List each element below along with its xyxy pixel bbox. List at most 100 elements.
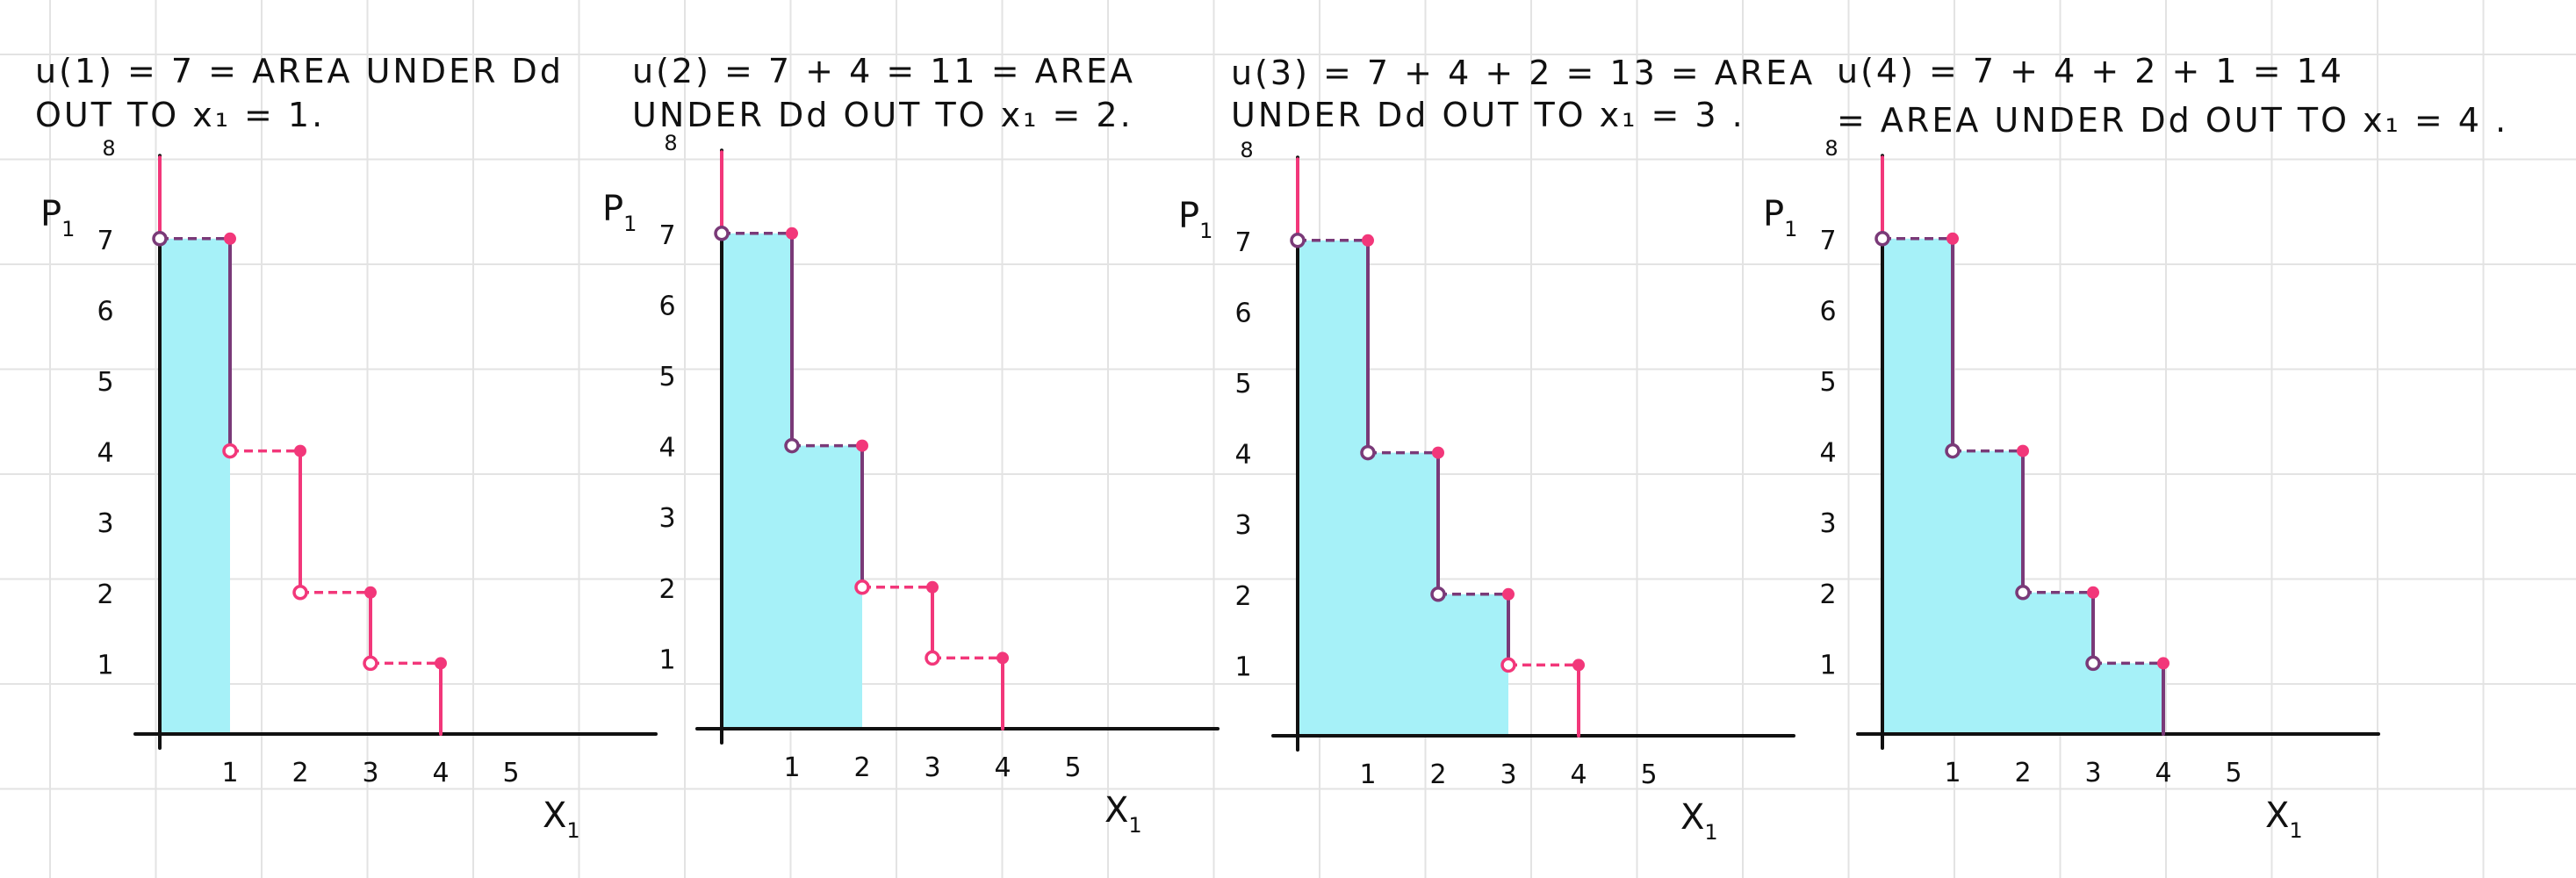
y-tick-label: 3 <box>658 503 675 534</box>
area-under-demand <box>1438 594 1508 736</box>
x-axis-label: X1 <box>1680 797 1718 845</box>
y-tick-label: 8 <box>102 136 115 161</box>
x-tick-label: 3 <box>362 758 378 788</box>
y-tick-label: 7 <box>1819 226 1836 256</box>
chart-panel-3: u(3) = 7 + 4 + 2 = 13 = AREA UNDER Dd OU… <box>1178 0 1826 878</box>
demand-step-chart: 1 2 3 4 5 1 2 3 4 5 6 7 8 X1 P1 <box>1178 138 1795 845</box>
y-tick-label: 2 <box>97 579 113 610</box>
y-tick-label: 6 <box>1234 298 1251 328</box>
closed-point-marker <box>2017 444 2029 457</box>
open-point-marker <box>1430 587 1446 602</box>
closed-point-marker <box>435 657 447 670</box>
open-point-marker <box>2015 585 2031 601</box>
x-axis-label-subscript: 1 <box>1128 813 1141 838</box>
caption-line-1: u(1) = 7 = AREA UNDER Dd <box>35 52 564 90</box>
x-tick-label: 1 <box>1359 759 1376 790</box>
x-tick-label: 3 <box>2084 758 2101 788</box>
y-tick-label: 4 <box>658 433 675 464</box>
x-tick-label: 2 <box>1429 759 1446 790</box>
y-tick-label: 7 <box>658 220 675 251</box>
demand-step-chart: 1 2 3 4 5 1 2 3 4 5 6 7 8 X1 P1 <box>602 131 1220 838</box>
demand-step-chart: 1 2 3 4 5 1 2 3 4 5 6 7 8 X1 P1 <box>40 136 658 843</box>
x-tick-label: 5 <box>1064 752 1081 783</box>
y-axis-label: P1 <box>1763 194 1797 241</box>
open-point-marker <box>222 443 238 459</box>
caption-line-2: OUT TO x₁ = 1. <box>35 96 326 134</box>
y-axis-label: P1 <box>1178 196 1212 243</box>
caption-line-2: = AREA UNDER Dd OUT TO x₁ = 4 . <box>1837 101 2509 140</box>
x-axis-label-subscript: 1 <box>1704 820 1717 845</box>
x-axis-label: X1 <box>2265 795 2303 843</box>
x-tick-label: 4 <box>2155 758 2171 788</box>
y-tick-label: 6 <box>97 296 113 327</box>
x-tick-label: 2 <box>2014 758 2031 788</box>
x-tick-label: 1 <box>1944 758 1961 788</box>
y-tick-label: 1 <box>97 650 113 680</box>
y-tick-label: 5 <box>1819 367 1836 398</box>
open-point-marker <box>2085 655 2101 672</box>
y-tick-label: 8 <box>1824 136 1838 161</box>
area-under-demand <box>2093 663 2163 734</box>
y-tick-label: 1 <box>1234 651 1251 682</box>
closed-point-marker <box>2087 586 2099 599</box>
open-point-marker <box>925 650 940 666</box>
y-tick-label: 5 <box>97 367 113 398</box>
open-point-marker <box>363 655 378 672</box>
y-axis-label-subscript: 1 <box>1784 217 1797 241</box>
x-tick-label: 5 <box>2225 758 2241 788</box>
closed-point-marker <box>2157 657 2169 670</box>
x-tick-label: 5 <box>1640 759 1657 790</box>
open-point-marker <box>1874 231 1890 247</box>
area-under-demand <box>722 233 792 729</box>
x-axis-label: X1 <box>1105 790 1142 838</box>
caption-line-1: u(2) = 7 + 4 = 11 = AREA <box>632 52 1136 90</box>
x-tick-label: 2 <box>853 752 870 783</box>
y-tick-label: 2 <box>1234 581 1251 612</box>
open-point-marker <box>1360 444 1376 461</box>
y-tick-label: 2 <box>1819 579 1836 610</box>
closed-point-marker <box>926 580 939 594</box>
demand-step-chart: 1 2 3 4 5 1 2 3 4 5 6 7 8 X1 P1 <box>1763 136 2380 843</box>
x-axis-label: X1 <box>543 795 580 843</box>
closed-point-marker <box>294 444 306 457</box>
y-tick-label: 7 <box>97 226 113 256</box>
y-tick-label: 6 <box>1819 296 1836 327</box>
open-point-marker <box>292 585 308 601</box>
x-tick-label: 2 <box>291 758 308 788</box>
open-point-marker <box>1945 443 1961 459</box>
y-tick-label: 5 <box>658 362 675 392</box>
x-tick-label: 1 <box>221 758 238 788</box>
closed-point-marker <box>364 586 377 599</box>
closed-point-marker <box>997 651 1009 665</box>
y-axis-label-subscript: 1 <box>623 212 637 236</box>
area-under-demand <box>792 445 862 729</box>
x-tick-label: 4 <box>994 752 1011 783</box>
chart-panel-1: u(1) = 7 = AREA UNDER Dd OUT TO x₁ = 1. … <box>0 0 658 878</box>
area-under-demand <box>2023 592 2093 734</box>
y-tick-label: 4 <box>1234 440 1251 471</box>
open-point-marker <box>714 226 730 241</box>
y-tick-label: 3 <box>1819 508 1836 539</box>
area-under-demand <box>1298 240 1368 736</box>
area-under-demand <box>160 238 230 734</box>
x-tick-label: 4 <box>1570 759 1587 790</box>
y-tick-label: 1 <box>658 644 675 675</box>
closed-point-marker <box>786 227 798 240</box>
closed-point-marker <box>1432 446 1444 459</box>
open-point-marker <box>854 579 870 595</box>
closed-point-marker <box>1362 234 1374 247</box>
x-axis-label-subscript: 1 <box>2289 818 2302 843</box>
open-point-marker <box>784 437 800 454</box>
x-axis-label-subscript: 1 <box>566 818 579 843</box>
x-tick-label: 3 <box>1500 759 1516 790</box>
caption-line-1: u(3) = 7 + 4 + 2 = 13 = AREA <box>1231 54 1816 92</box>
closed-point-marker <box>856 439 868 452</box>
y-tick-label: 1 <box>1819 650 1836 680</box>
caption-line-1: u(4) = 7 + 4 + 2 + 1 = 14 <box>1837 52 2344 90</box>
x-tick-label: 4 <box>432 758 449 788</box>
area-under-demand <box>1882 238 1953 734</box>
closed-point-marker <box>1572 658 1585 672</box>
y-axis-label: P1 <box>40 194 75 241</box>
y-axis-label-subscript: 1 <box>1199 219 1212 243</box>
chart-panel-4: u(4) = 7 + 4 + 2 + 1 = 14 = AREA UNDER D… <box>1763 0 2576 878</box>
